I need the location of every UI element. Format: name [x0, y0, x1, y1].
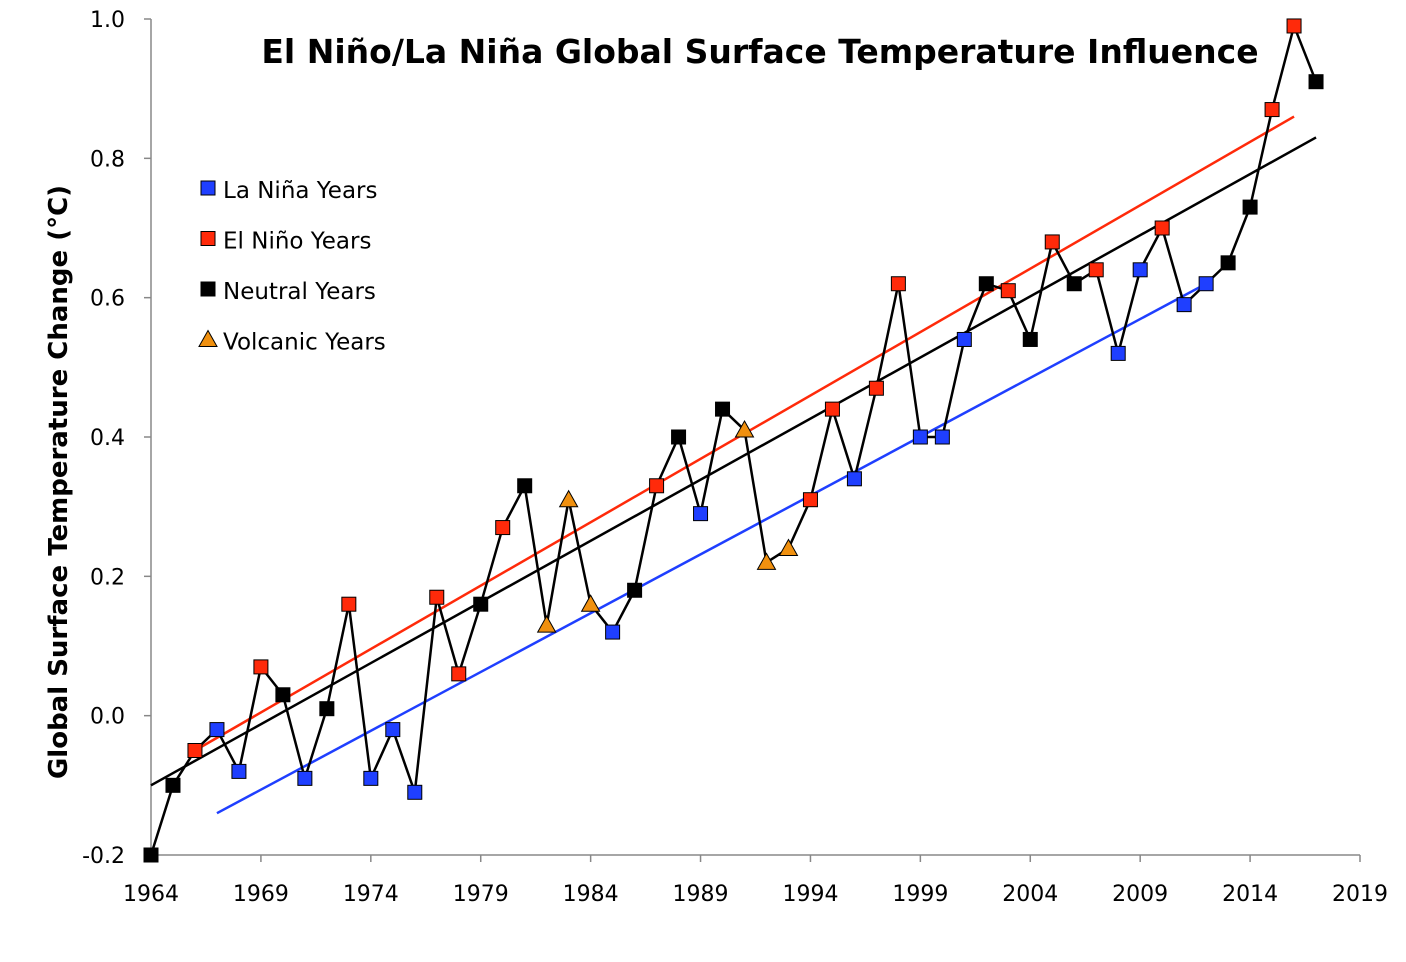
- data-point-1991: [734, 420, 755, 438]
- y-tick-label: 0.8: [90, 147, 125, 172]
- y-tick-label: 0.2: [90, 565, 125, 590]
- data-point-1967: [209, 722, 225, 738]
- data-point-2004: [1022, 331, 1038, 347]
- data-point-1992: [756, 552, 777, 570]
- data-point-1965: [165, 777, 181, 793]
- legend-label: Volcanic Years: [223, 330, 386, 356]
- legend-label: Neutral Years: [223, 279, 376, 305]
- x-tick-label: 1974: [343, 882, 399, 907]
- x-tick-label: 1989: [673, 882, 729, 907]
- x-tick-label: 1984: [563, 882, 619, 907]
- x-tick-label: 2009: [1112, 882, 1168, 907]
- data-point-1988: [671, 429, 687, 445]
- data-point-1996: [846, 471, 862, 487]
- data-point-1970: [275, 687, 291, 703]
- legend-marker-la-nina: [200, 180, 216, 196]
- data-point-1971: [297, 770, 313, 786]
- data-point-1982: [536, 615, 557, 633]
- y-tick-label: 0.6: [90, 287, 125, 312]
- data-point-1969: [253, 659, 269, 675]
- data-point-1964: [143, 847, 159, 863]
- data-point-1978: [451, 666, 467, 682]
- data-point-1973: [341, 596, 357, 612]
- data-point-1983: [558, 489, 579, 508]
- data-point-1998: [890, 276, 906, 292]
- trendline-neutral: [150, 136, 1317, 787]
- trendline-la-nina: [216, 282, 1207, 815]
- x-tick-label: 1999: [892, 882, 948, 907]
- data-point-2009: [1132, 262, 1148, 278]
- data-point-1972: [319, 701, 335, 717]
- legend-marker-volcanic: [198, 329, 218, 347]
- data-point-1985: [605, 624, 621, 640]
- data-point-2008: [1110, 345, 1126, 361]
- legend-label: La Niña Years: [223, 178, 377, 204]
- x-tick-label: 2004: [1002, 882, 1058, 907]
- data-point-1979: [473, 596, 489, 612]
- data-point-1994: [802, 492, 818, 508]
- legend-marker-neutral: [200, 281, 216, 297]
- series-line: [149, 21, 1318, 856]
- data-point-1987: [649, 478, 665, 494]
- data-point-1974: [363, 770, 379, 786]
- data-point-2015: [1264, 102, 1280, 118]
- data-point-2001: [956, 331, 972, 347]
- x-tick-label: 2014: [1222, 882, 1278, 907]
- data-point-2010: [1154, 220, 1170, 236]
- data-point-2006: [1066, 276, 1082, 292]
- data-point-1995: [824, 401, 840, 417]
- data-point-1976: [407, 784, 423, 800]
- data-point-2017: [1308, 74, 1324, 90]
- data-point-1993: [778, 538, 799, 556]
- data-point-2013: [1220, 255, 1236, 271]
- x-tick-label: 1994: [782, 882, 838, 907]
- legend-marker-el-nino: [200, 231, 216, 246]
- data-point-1981: [517, 478, 533, 494]
- data-point-1980: [495, 520, 511, 536]
- data-point-2012: [1198, 276, 1214, 292]
- data-point-1975: [385, 722, 401, 738]
- data-point-1999: [912, 429, 928, 445]
- data-point-2003: [1000, 283, 1016, 299]
- legend-label: El Niño Years: [223, 229, 371, 255]
- data-point-2014: [1242, 199, 1258, 215]
- data-point-1977: [429, 589, 445, 605]
- data-point-2011: [1176, 297, 1192, 313]
- x-tick-label: 2019: [1332, 882, 1388, 907]
- data-point-2005: [1044, 234, 1060, 250]
- y-tick-label: 1.0: [90, 8, 125, 33]
- data-point-1989: [693, 506, 709, 522]
- data-point-2007: [1088, 262, 1104, 278]
- data-point-1984: [580, 594, 601, 612]
- y-tick-label: -0.2: [82, 844, 125, 869]
- data-point-1986: [627, 582, 643, 598]
- data-point-1968: [231, 763, 247, 779]
- x-tick-label: 1969: [233, 882, 289, 907]
- data-point-2016: [1286, 18, 1302, 34]
- x-tick-label: 1964: [123, 882, 179, 907]
- legend: La Niña Years El Niño Years Neutral Years V…: [198, 178, 386, 356]
- data-point-2002: [978, 276, 994, 292]
- data-point-1966: [187, 743, 203, 758]
- data-point-2000: [934, 429, 950, 445]
- data-point-1990: [715, 401, 731, 417]
- x-tick-label: 1979: [453, 882, 509, 907]
- y-axis-label: Global Surface Temperature Change (°C): [44, 185, 74, 779]
- y-tick-label: 0.4: [90, 426, 125, 451]
- data-point-1997: [868, 380, 884, 396]
- y-tick-label: 0.0: [90, 705, 125, 730]
- chart-title: El Niño/La Niña Global Surface Temperatu…: [261, 32, 1258, 71]
